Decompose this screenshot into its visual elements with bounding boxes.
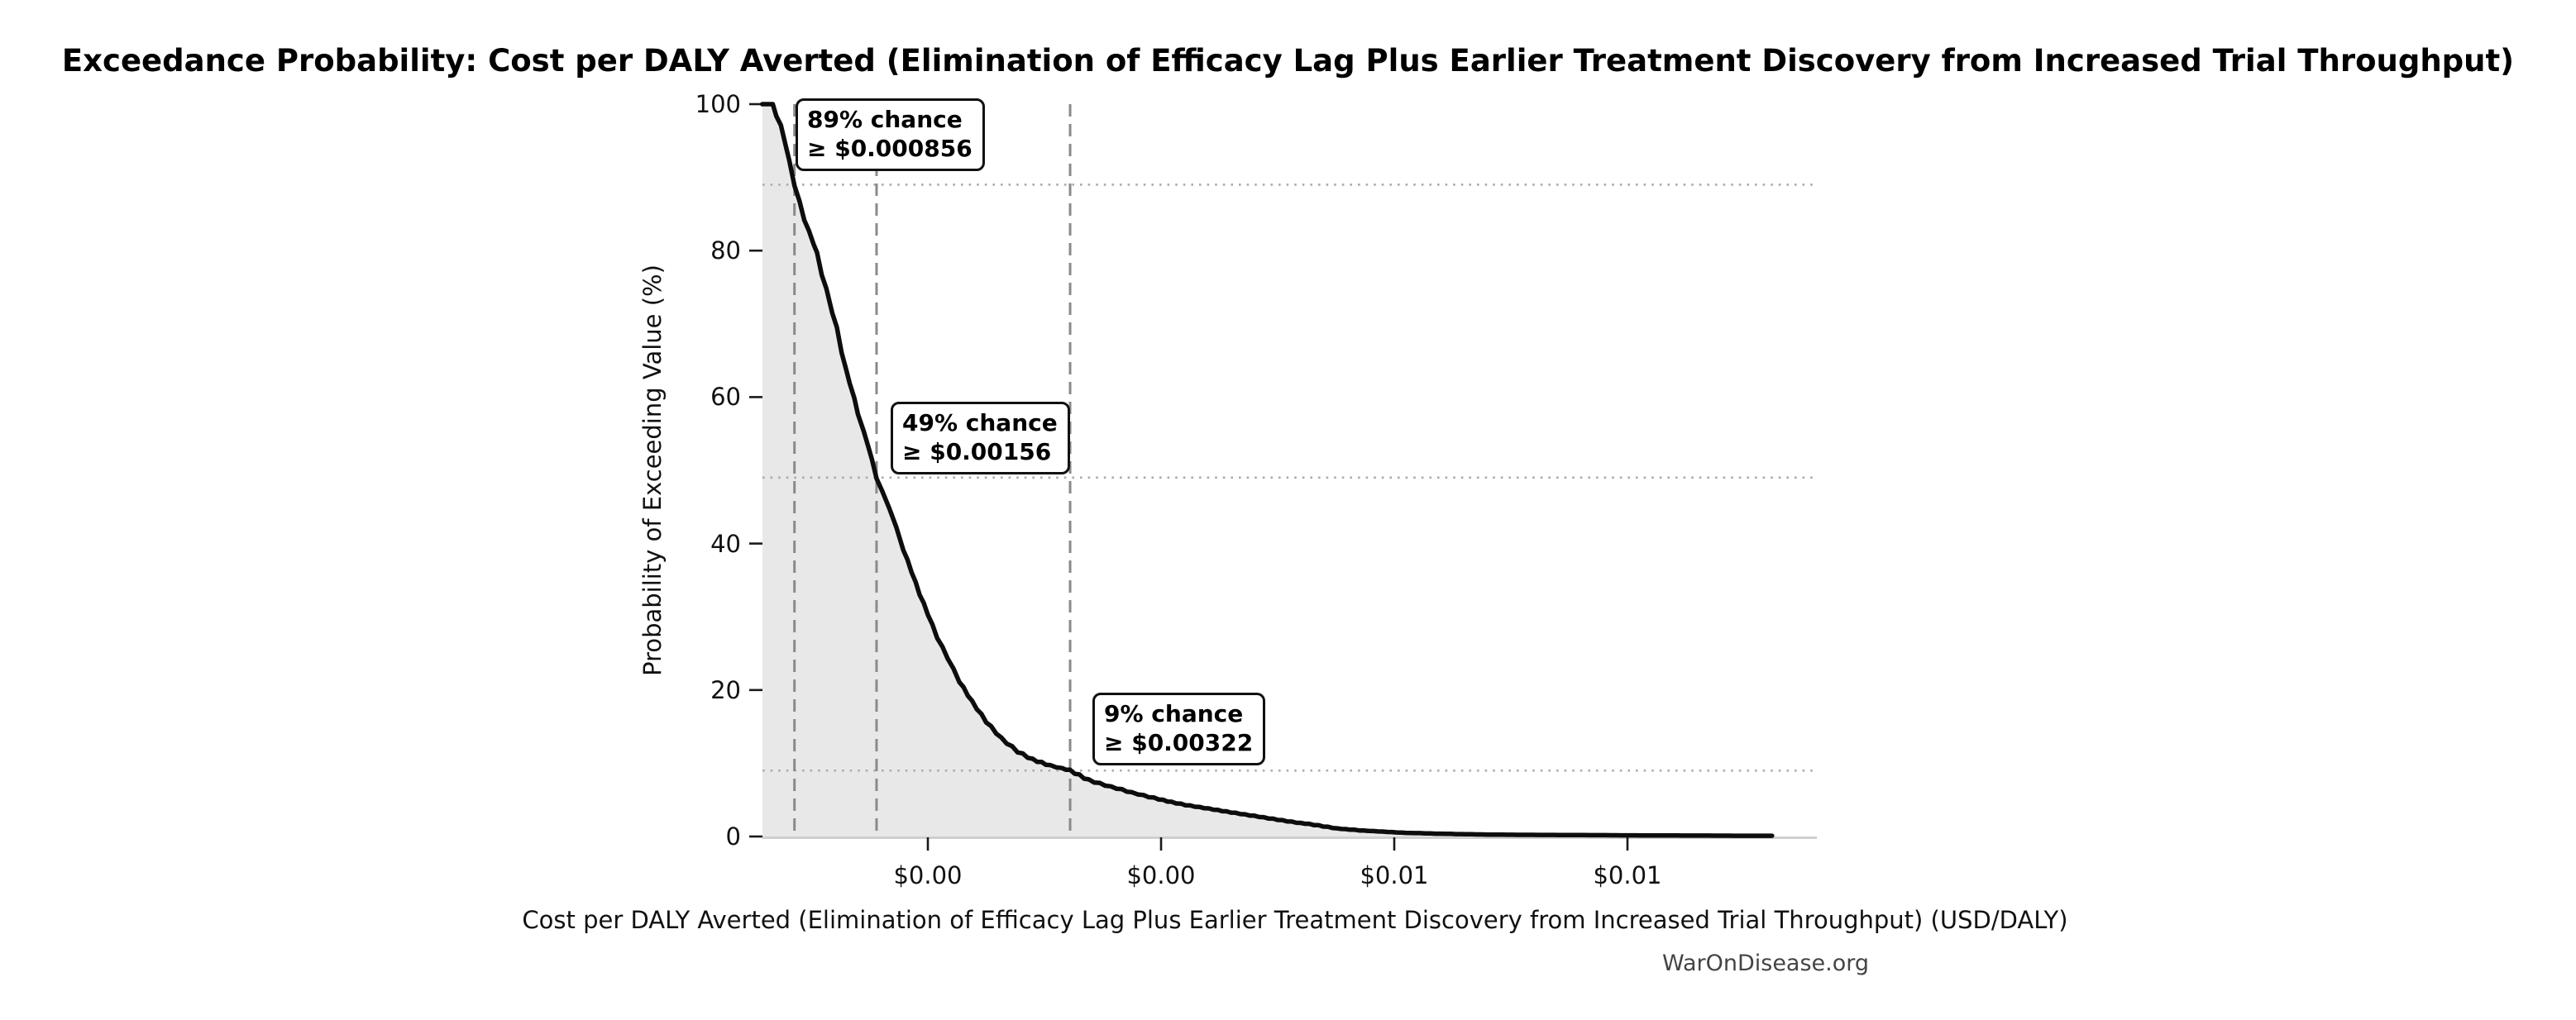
x-tick-label-0: $0.00: [893, 861, 963, 889]
x-axis-label: Cost per DALY Averted (Elimination of Ef…: [522, 906, 2068, 934]
annotation-9-percent: 9% chance ≥ $0.00322: [1092, 693, 1266, 765]
annotation-49-percent: 49% chance ≥ $0.00156: [891, 402, 1070, 474]
x-tick-label-3: $0.01: [1593, 861, 1662, 889]
annotation-line2: ≥ $0.00156: [902, 438, 1052, 465]
x-tick-label-2: $0.01: [1360, 861, 1429, 889]
annotation-line2: ≥ $0.00322: [1104, 729, 1254, 756]
y-axis-label: Probability of Exceeding Value (%): [638, 265, 667, 676]
x-tick-label-1: $0.00: [1126, 861, 1196, 889]
y-tick-label-0: 0: [725, 822, 741, 851]
y-tick-label-20: 20: [710, 675, 741, 704]
y-tick-label-80: 80: [710, 236, 741, 265]
annotation-line1: 9% chance: [1104, 700, 1244, 727]
exceedance-curve-line: [760, 102, 1775, 838]
y-tick-label-100: 100: [695, 90, 741, 118]
annotation-line2: ≥ $0.000856: [807, 135, 973, 162]
chart-title: Exceedance Probability: Cost per DALY Av…: [61, 43, 2515, 79]
curve-area-fill: [762, 104, 1772, 836]
annotation-line1: 49% chance: [902, 409, 1058, 436]
annotation-line1: 89% chance: [807, 106, 963, 133]
annotation-89-percent: 89% chance ≥ $0.000856: [796, 98, 985, 171]
watermark-text: WarOnDisease.org: [1661, 951, 1870, 976]
y-tick-label-60: 60: [710, 383, 741, 412]
y-tick-label-40: 40: [710, 529, 741, 558]
